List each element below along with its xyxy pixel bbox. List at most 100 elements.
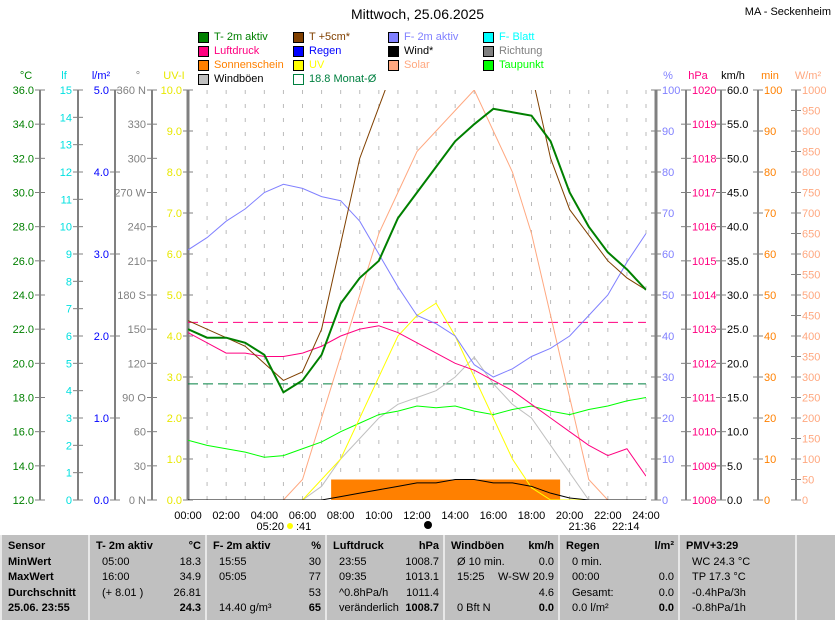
axis-tick-label: 10 bbox=[662, 454, 674, 466]
axis-tick-label: 850 bbox=[802, 147, 820, 159]
table-column: Windböen km/h Ø 10 min. 0.0 15:25 W-SW 20.9 4.… bbox=[443, 535, 560, 620]
x-tick-label: 02:00 bbox=[212, 510, 240, 522]
axis-tick-label: 300 bbox=[128, 153, 146, 165]
axis-tick-label: 0 bbox=[764, 495, 770, 507]
table-column: T- 2m aktiv °C 05:00 18.3 16:00 34.9 (+ 8.01 )… bbox=[88, 535, 207, 620]
moon-icon bbox=[424, 521, 432, 529]
axis-unit: % bbox=[663, 70, 673, 82]
table-row: veränderlich 1008.7 bbox=[333, 602, 439, 617]
legend-label: Luftdruck bbox=[214, 45, 260, 57]
axis-tick-label: 2.0 bbox=[94, 331, 109, 343]
legend-label: Sonnenschein bbox=[214, 59, 284, 71]
table-row: Gesamt: 0.0 bbox=[566, 587, 674, 602]
table-cell: 1011.4 bbox=[406, 586, 439, 599]
table-row: MaxWert bbox=[8, 571, 84, 586]
table-header: T- 2m aktiv °C bbox=[96, 540, 201, 555]
axis-tick-label: 60 bbox=[764, 249, 776, 261]
axis-tick-label: 0 bbox=[662, 495, 668, 507]
axis-unit: W/m² bbox=[795, 70, 822, 82]
x-tick-label: 22:00 bbox=[594, 510, 622, 522]
table-header: PMV+3:29 bbox=[686, 540, 791, 555]
axis-tick-label: 120 bbox=[128, 358, 146, 370]
axis-tick-label: 0 bbox=[802, 495, 808, 507]
table-row: 16:00 34.9 bbox=[96, 571, 201, 586]
axis-unit: km/h bbox=[721, 70, 745, 82]
axis-tick-label: 30.0 bbox=[727, 290, 748, 302]
axis-tick-label: 6.0 bbox=[167, 249, 182, 261]
table-cell: 18.3 bbox=[179, 555, 201, 568]
table-row: 09:35 1013.1 bbox=[333, 571, 439, 586]
table-cell: W-SW 20.9 bbox=[497, 571, 554, 583]
axis-tick-label: 1008 bbox=[692, 495, 716, 507]
axis-tick-label: 700 bbox=[802, 208, 820, 220]
table-cell: 25.06. 23:55 bbox=[8, 602, 70, 614]
axis-tick-label: 40 bbox=[764, 331, 776, 343]
legend-item: Solar bbox=[388, 59, 430, 71]
table-cell: Durchschnitt bbox=[8, 586, 76, 599]
legend-label: Solar bbox=[404, 59, 430, 71]
axis-tick-label: 3.0 bbox=[167, 372, 182, 384]
axis-tick-label: 12 bbox=[60, 167, 72, 179]
legend-swatch bbox=[483, 31, 494, 43]
legend-item: 18.8 Monat-Ø bbox=[293, 73, 376, 85]
axis-tick-label: 270 W bbox=[114, 188, 146, 200]
axis-tick-label: 900 bbox=[802, 126, 820, 138]
table-cell: hPa bbox=[418, 540, 439, 552]
x-tick-label: 08:00 bbox=[327, 510, 355, 522]
table-cell: -0.8hPa/1h bbox=[692, 602, 746, 614]
legend-label: Regen bbox=[309, 45, 342, 57]
legend-swatch bbox=[198, 45, 209, 57]
table-cell: PMV+3:29 bbox=[686, 540, 739, 552]
axis-tick-label: 40 bbox=[662, 331, 674, 343]
table-row: 24.3 bbox=[96, 602, 201, 617]
table-cell: 4.6 bbox=[538, 586, 554, 599]
axis-tick-label: 4 bbox=[66, 386, 72, 398]
axis-tick-label: 1017 bbox=[692, 188, 716, 200]
axis-tick-label: 20 bbox=[662, 413, 674, 425]
page-title: Mittwoch, 25.06.2025 bbox=[350, 6, 485, 22]
axis-tick-label: 14 bbox=[60, 112, 72, 124]
table-header: Regen l/m² bbox=[566, 540, 674, 555]
axis-tick-label: 45.0 bbox=[727, 188, 748, 200]
axis-tick-label: 3.0 bbox=[94, 249, 109, 261]
weather-chart: °C12.014.016.018.020.022.024.026.028.030… bbox=[13, 70, 827, 533]
axis-tick-label: 300 bbox=[802, 372, 820, 384]
table-cell: 34.9 bbox=[179, 571, 201, 583]
axis-tick-label: 400 bbox=[802, 331, 820, 343]
axis-tick-label: 550 bbox=[802, 270, 820, 282]
table-cell: veränderlich bbox=[339, 602, 399, 614]
table-cell: 1008.7 bbox=[405, 555, 439, 568]
table-cell: MaxWert bbox=[8, 571, 54, 583]
axis-tick-label: 1010 bbox=[692, 427, 716, 439]
x-tick-label: 24:00 bbox=[632, 510, 660, 522]
axis-tick-label: 10 bbox=[764, 454, 776, 466]
axis-tick-label: 90 bbox=[764, 126, 776, 138]
table-row: 05:00 18.3 bbox=[96, 556, 201, 571]
table-cell: Sensor bbox=[8, 540, 46, 552]
x-tick-label: 16:00 bbox=[480, 510, 508, 522]
legend-item: Windböen bbox=[198, 73, 264, 85]
axis-tick-label: 750 bbox=[802, 188, 820, 200]
legend-item: F- Blatt bbox=[483, 31, 534, 43]
table-row: 25.06. 23:55 bbox=[8, 602, 84, 617]
stats-table: Sensor MinWert MaxWert Durchschnitt 25.06. 2… bbox=[0, 535, 835, 620]
table-cell: Ø 10 min. bbox=[457, 555, 505, 568]
axis-tick-label: 6 bbox=[66, 331, 72, 343]
axis-tick-label: 60 bbox=[134, 427, 146, 439]
axis-tick-label: 60.0 bbox=[727, 85, 748, 97]
sunset-time: 21:36 bbox=[568, 521, 596, 533]
table-cell: 15:25 bbox=[457, 571, 485, 583]
table-cell: 77 bbox=[308, 571, 321, 583]
table-cell: 0 Bft N bbox=[457, 602, 491, 614]
axis-tick-label: 10.0 bbox=[161, 85, 182, 97]
axis-tick-label: 1.0 bbox=[94, 413, 109, 425]
table-cell: 30 bbox=[308, 555, 321, 568]
axis-tick-label: 1009 bbox=[692, 461, 716, 473]
axis-tick-label: 5.0 bbox=[94, 85, 109, 97]
table-header: F- 2m aktiv% bbox=[213, 540, 321, 555]
axis-unit: lf bbox=[61, 70, 67, 82]
table-cell: 15:55 bbox=[219, 555, 247, 568]
axis-tick-label: 1018 bbox=[692, 153, 716, 165]
legend-item: T- 2m aktiv bbox=[198, 31, 268, 43]
table-cell: WC 24.3 °C bbox=[692, 555, 751, 568]
